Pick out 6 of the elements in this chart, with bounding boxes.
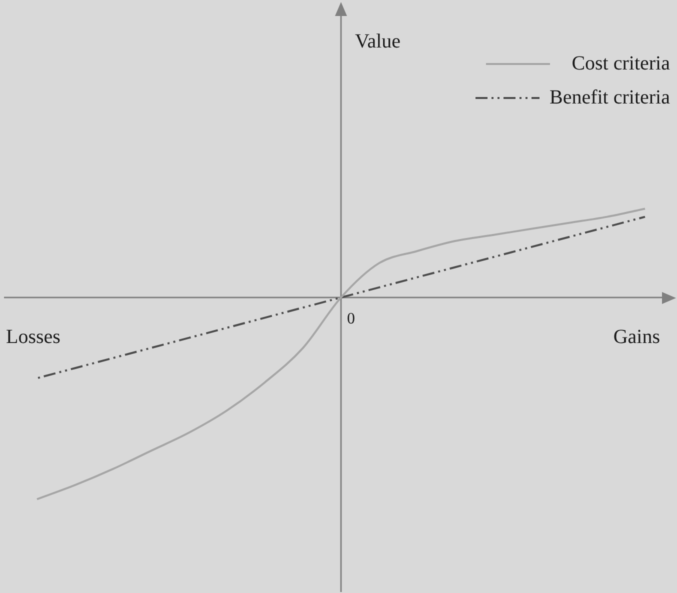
annotation: 0 xyxy=(347,310,355,328)
text: Value xyxy=(355,30,401,52)
legend-label: Cost criteria xyxy=(572,52,670,74)
legend-label: Benefit criteria xyxy=(550,86,670,108)
annotation: Losses xyxy=(6,326,61,348)
annotation: Gains xyxy=(613,326,660,348)
